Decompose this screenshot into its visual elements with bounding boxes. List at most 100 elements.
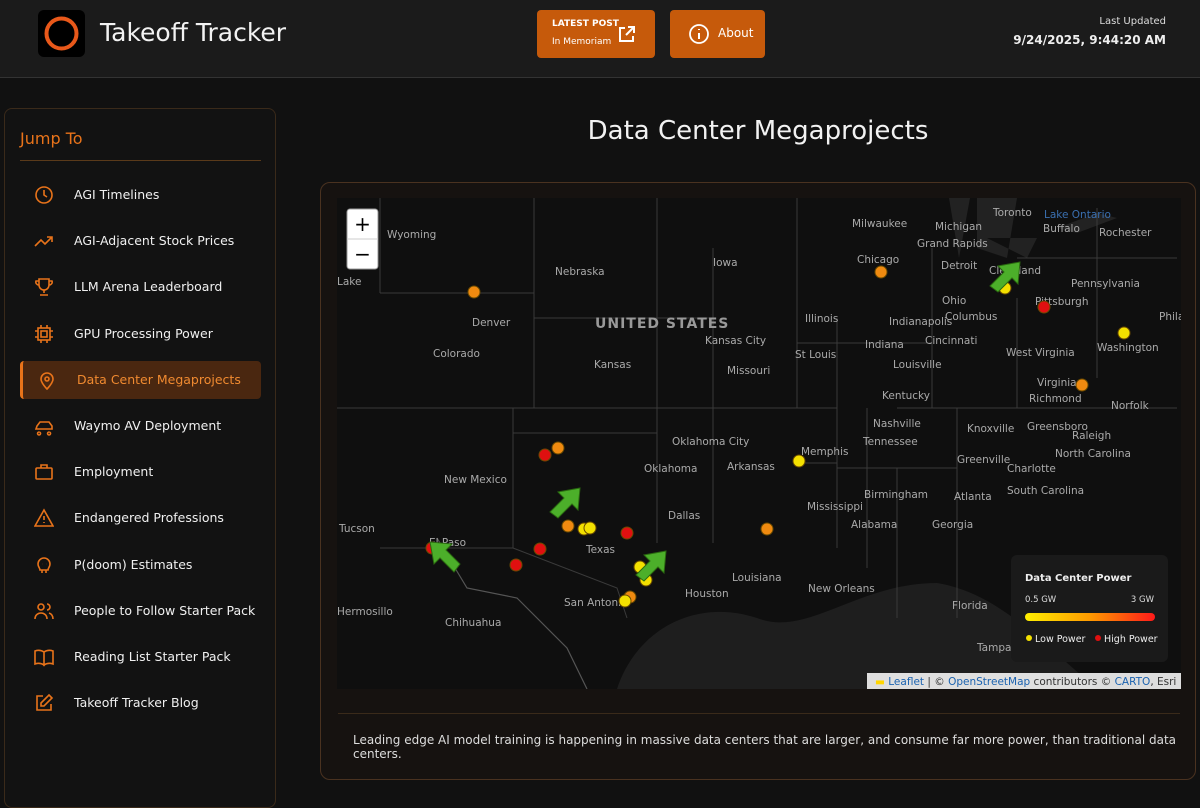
nav-icon [40, 372, 54, 390]
map[interactable]: Wyoming Nebraska Iowa Milwaukee Michigan Gran… [337, 198, 1181, 689]
data-center-marker[interactable] [538, 448, 552, 462]
last-updated-label: Last Updated [1099, 16, 1166, 27]
map-label: Detroit [941, 260, 977, 272]
nav-label: GPU Processing Power [74, 325, 213, 341]
lake [949, 198, 1037, 258]
nav-item[interactable]: GPU Processing Power [20, 315, 261, 353]
map-label: Kansas City [705, 335, 766, 347]
map-label: Raleigh [1072, 430, 1111, 442]
about-button[interactable]: About [670, 10, 765, 58]
nav-icon [34, 236, 53, 247]
map-label: Kansas [594, 359, 631, 371]
nav-item[interactable]: Endangered Professions [20, 499, 261, 537]
map-label: Virginia [1037, 377, 1077, 389]
data-center-marker[interactable] [533, 542, 547, 556]
map-label: Tucson [338, 523, 375, 535]
data-center-marker[interactable] [620, 526, 634, 540]
divider [20, 160, 261, 161]
attribution-carto[interactable]: CARTO [1115, 676, 1151, 688]
map-label: Memphis [801, 446, 848, 458]
map-label: St Louis [795, 349, 836, 361]
map-label: Alabama [851, 519, 897, 531]
legend-high-dot [1095, 635, 1101, 641]
nav-item[interactable]: Waymo AV Deployment [20, 407, 261, 445]
map-label: Indiana [865, 339, 904, 351]
info-icon [689, 24, 709, 44]
data-center-marker[interactable] [792, 454, 806, 468]
data-center-marker[interactable] [618, 594, 632, 608]
legend-low-dot [1026, 635, 1032, 641]
map-label: Greensboro [1027, 421, 1088, 433]
map-label: Indianapolis [889, 316, 952, 328]
data-center-marker[interactable] [583, 521, 597, 535]
last-updated-value: 9/24/2025, 9:44:20 AM [1013, 33, 1166, 47]
map-label: Oklahoma City [672, 436, 749, 448]
map-label: Louisville [893, 359, 942, 371]
map-label: Milwaukee [852, 218, 907, 230]
data-center-marker[interactable] [874, 265, 888, 279]
data-center-marker[interactable] [561, 519, 575, 533]
data-center-marker[interactable] [1037, 300, 1051, 314]
logo[interactable] [38, 10, 85, 57]
nav-icon [35, 278, 53, 297]
nav-label: AGI-Adjacent Stock Prices [74, 233, 235, 249]
nav-item[interactable]: AGI-Adjacent Stock Prices [20, 222, 261, 260]
nav-icon [35, 324, 53, 343]
nav-label: P(doom) Estimates [74, 556, 193, 572]
gulf [617, 583, 1097, 689]
data-center-marker[interactable] [1075, 378, 1089, 392]
nav-item[interactable]: People to Follow Starter Pack [20, 592, 261, 630]
map-label: Texas [585, 544, 615, 556]
nav-item[interactable]: LLM Arena Leaderboard [20, 268, 261, 306]
map-label: Colorado [433, 348, 480, 360]
caption: Leading edge AI model training is happen… [353, 733, 1177, 761]
nav-item[interactable]: Employment [20, 453, 261, 491]
data-center-marker[interactable] [1117, 326, 1131, 340]
arrow [635, 550, 667, 582]
map-label: Oklahoma [644, 463, 697, 475]
map-label: Arkansas [727, 461, 775, 473]
attribution-osm[interactable]: OpenStreetMap [948, 676, 1030, 688]
data-center-marker[interactable] [551, 441, 565, 455]
sidebar: Jump To AGI Timelines AGI-Adjacent Stock … [4, 108, 276, 808]
map-label: Atlanta [954, 491, 992, 503]
nav-item[interactable]: P(doom) Estimates [20, 546, 261, 584]
attribution-contributors: contributors © [1034, 676, 1112, 688]
zoom-out[interactable]: − [354, 242, 371, 266]
nav-item[interactable]: Reading List Starter Pack [20, 638, 261, 676]
separator: ▬ [875, 676, 888, 688]
nav-icon [34, 508, 54, 528]
latest-post-title: In Memoriam [552, 37, 612, 47]
nav-label: Waymo AV Deployment [74, 418, 222, 433]
map-label: Birmingham [864, 489, 928, 501]
nav-label: LLM Arena Leaderboard [74, 279, 223, 295]
nav-item[interactable]: AGI Timelines [20, 176, 261, 214]
data-center-marker[interactable] [509, 558, 523, 572]
legend [1011, 555, 1168, 662]
latest-post-button[interactable]: LATEST POST In Memoriam [537, 10, 655, 58]
header: Takeoff Tracker LATEST POST In Memoriam … [0, 0, 1200, 78]
external-icon [619, 26, 635, 42]
map-label: Toronto [992, 207, 1032, 219]
map-label: Washington [1097, 342, 1159, 354]
attribution-text: ▬ Leaflet | © OpenStreetMap contributors… [875, 676, 1176, 688]
map-label: Ohio [942, 295, 966, 307]
map-label: Greenville [957, 454, 1010, 466]
site-title[interactable]: Takeoff Tracker [100, 18, 287, 47]
map-label: Kentucky [882, 390, 930, 402]
nav-icon [34, 649, 54, 667]
border [436, 537, 588, 689]
attribution-leaflet[interactable]: Leaflet [888, 676, 924, 688]
nav-icon [35, 186, 53, 204]
data-center-marker[interactable] [467, 285, 481, 299]
map-label: Missouri [727, 365, 770, 377]
nav-icon [34, 602, 54, 619]
data-center-marker[interactable] [760, 522, 774, 536]
map-label: Chihuahua [445, 617, 501, 629]
nav-item[interactable]: Data Center Megaprojects [20, 360, 261, 399]
zoom-in[interactable]: + [354, 212, 371, 236]
nav-icon [37, 556, 51, 573]
nav-item[interactable]: Takeoff Tracker Blog [20, 684, 261, 722]
arrow [989, 261, 1021, 293]
